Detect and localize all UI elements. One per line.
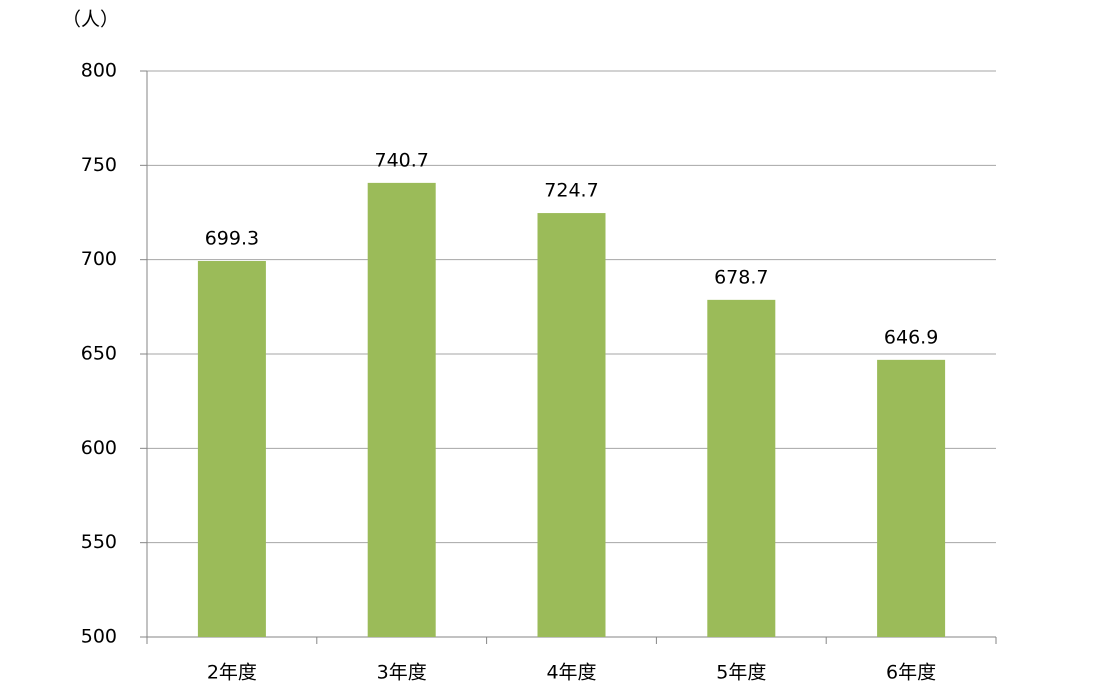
value-label: 646.9 [884,326,938,348]
y-unit-label: （人） [62,9,119,31]
y-tick-label: 750 [81,154,117,176]
x-tick-label: 5年度 [716,662,766,684]
bar [707,299,776,637]
bar [537,213,606,638]
y-tick-label: 600 [81,437,117,459]
y-tick-label: 550 [81,531,117,553]
x-tick-label: 6年度 [886,662,936,684]
bar [367,182,436,637]
x-tick-label: 3年度 [377,662,427,684]
value-label: 724.7 [544,180,598,202]
y-tick-label: 650 [81,343,117,365]
bar [877,359,946,637]
value-label: 678.7 [714,266,768,288]
x-tick-label: 2年度 [207,662,257,684]
y-tick-label: 800 [81,60,117,82]
y-tick-label: 500 [81,626,117,648]
bar [197,260,266,637]
value-label: 699.3 [205,227,259,249]
value-label: 740.7 [374,149,428,171]
y-tick-label: 700 [81,248,117,270]
x-tick-label: 4年度 [546,662,596,684]
